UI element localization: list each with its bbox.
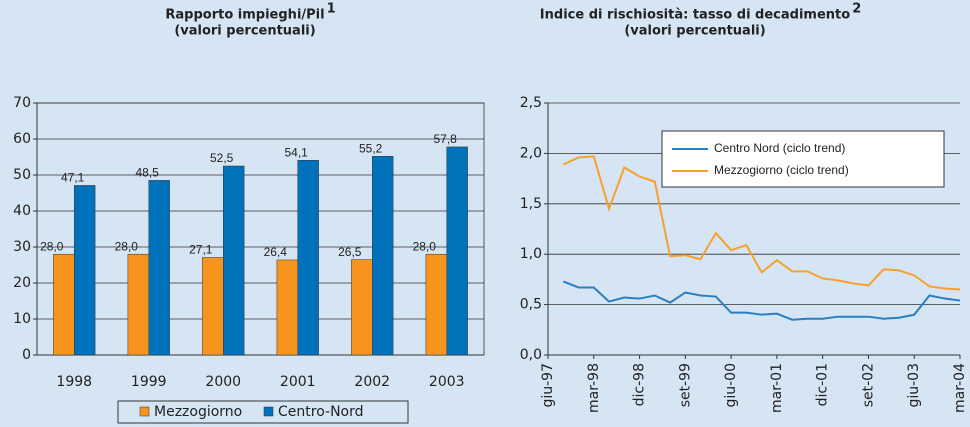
bar bbox=[53, 253, 75, 356]
value-label: 52,5 bbox=[210, 151, 234, 165]
x-tick-label: giu-97 bbox=[540, 363, 556, 408]
y-tick-label: 10 bbox=[13, 311, 31, 327]
bar bbox=[223, 165, 245, 356]
legend-swatch bbox=[263, 406, 274, 417]
plot-area bbox=[36, 102, 485, 356]
legend-box bbox=[117, 400, 409, 424]
value-label: 28,0 bbox=[413, 239, 437, 253]
x-tick-label: set-99 bbox=[677, 363, 693, 407]
x-tick-label: mar-98 bbox=[586, 363, 602, 413]
value-label: 26,4 bbox=[264, 245, 288, 259]
title-note: 1 bbox=[327, 2, 336, 17]
x-tick-label: dic-98 bbox=[632, 363, 648, 406]
y-tick-label: 60 bbox=[13, 131, 31, 147]
y-tick-label: 20 bbox=[13, 275, 31, 291]
y-tick-label: 70 bbox=[13, 95, 31, 111]
y-tick-label: 30 bbox=[13, 239, 31, 255]
bar bbox=[276, 259, 299, 356]
bar bbox=[74, 185, 96, 356]
bar bbox=[297, 159, 319, 356]
value-label: 26,5 bbox=[338, 245, 362, 259]
x-tick-label: set-02 bbox=[860, 363, 876, 407]
value-label: 27,1 bbox=[189, 243, 213, 257]
y-tick-label: 2,0 bbox=[520, 145, 542, 161]
y-tick-label: 40 bbox=[13, 203, 31, 219]
x-tick-label: dic-01 bbox=[815, 363, 831, 406]
legend-label: Mezzogiorno (ciclo trend) bbox=[714, 163, 849, 177]
title-note: 2 bbox=[852, 2, 861, 17]
value-label: 28,0 bbox=[115, 239, 139, 253]
x-tick-label: 2003 bbox=[429, 374, 465, 390]
x-tick-label: 2001 bbox=[280, 374, 316, 390]
y-tick-label: 1,0 bbox=[520, 246, 542, 262]
bar bbox=[148, 180, 170, 356]
y-tick-label: 0,5 bbox=[520, 297, 542, 313]
x-tick-label: 2002 bbox=[354, 374, 390, 390]
bar bbox=[446, 146, 468, 356]
value-label: 57,8 bbox=[434, 132, 458, 146]
bar bbox=[127, 253, 149, 356]
value-label: 28,0 bbox=[40, 239, 64, 253]
legend-swatch bbox=[139, 406, 150, 417]
line bbox=[562, 280, 961, 321]
legend-label: Centro Nord (ciclo trend) bbox=[714, 141, 845, 155]
y-tick-label: 2,5 bbox=[520, 95, 542, 111]
x-tick-label: mar-04 bbox=[952, 363, 968, 413]
value-label: 54,1 bbox=[285, 145, 309, 159]
x-tick-label: giu-00 bbox=[723, 363, 739, 408]
y-tick-label: 50 bbox=[13, 167, 31, 183]
value-label: 48,5 bbox=[136, 166, 160, 180]
legend-label: Mezzogiorno bbox=[154, 404, 242, 420]
chart-subtitle: (valori percentuali) bbox=[174, 24, 315, 39]
chart-title: Rapporto impieghi/Pil bbox=[165, 8, 324, 23]
y-tick-label: 0 bbox=[22, 347, 31, 363]
x-tick-label: giu-03 bbox=[906, 363, 922, 408]
bar bbox=[372, 156, 394, 356]
value-label: 55,2 bbox=[359, 141, 383, 155]
x-tick-label: mar-01 bbox=[769, 363, 785, 413]
bar bbox=[202, 257, 224, 356]
legend-box bbox=[661, 130, 945, 188]
x-tick-label: 1998 bbox=[56, 374, 92, 390]
bar bbox=[425, 253, 448, 356]
y-tick-label: 0,0 bbox=[520, 347, 542, 363]
value-label: 47,1 bbox=[61, 171, 85, 185]
x-tick-label: 2000 bbox=[205, 374, 241, 390]
x-tick-label: 1999 bbox=[131, 374, 167, 390]
bar bbox=[351, 259, 373, 356]
chart-title: Indice di rischiosità: tasso di decadime… bbox=[540, 8, 850, 23]
chart-subtitle: (valori percentuali) bbox=[624, 24, 765, 39]
line bbox=[562, 155, 961, 291]
legend-label: Centro-Nord bbox=[278, 404, 364, 420]
y-tick-label: 1,5 bbox=[520, 196, 542, 212]
